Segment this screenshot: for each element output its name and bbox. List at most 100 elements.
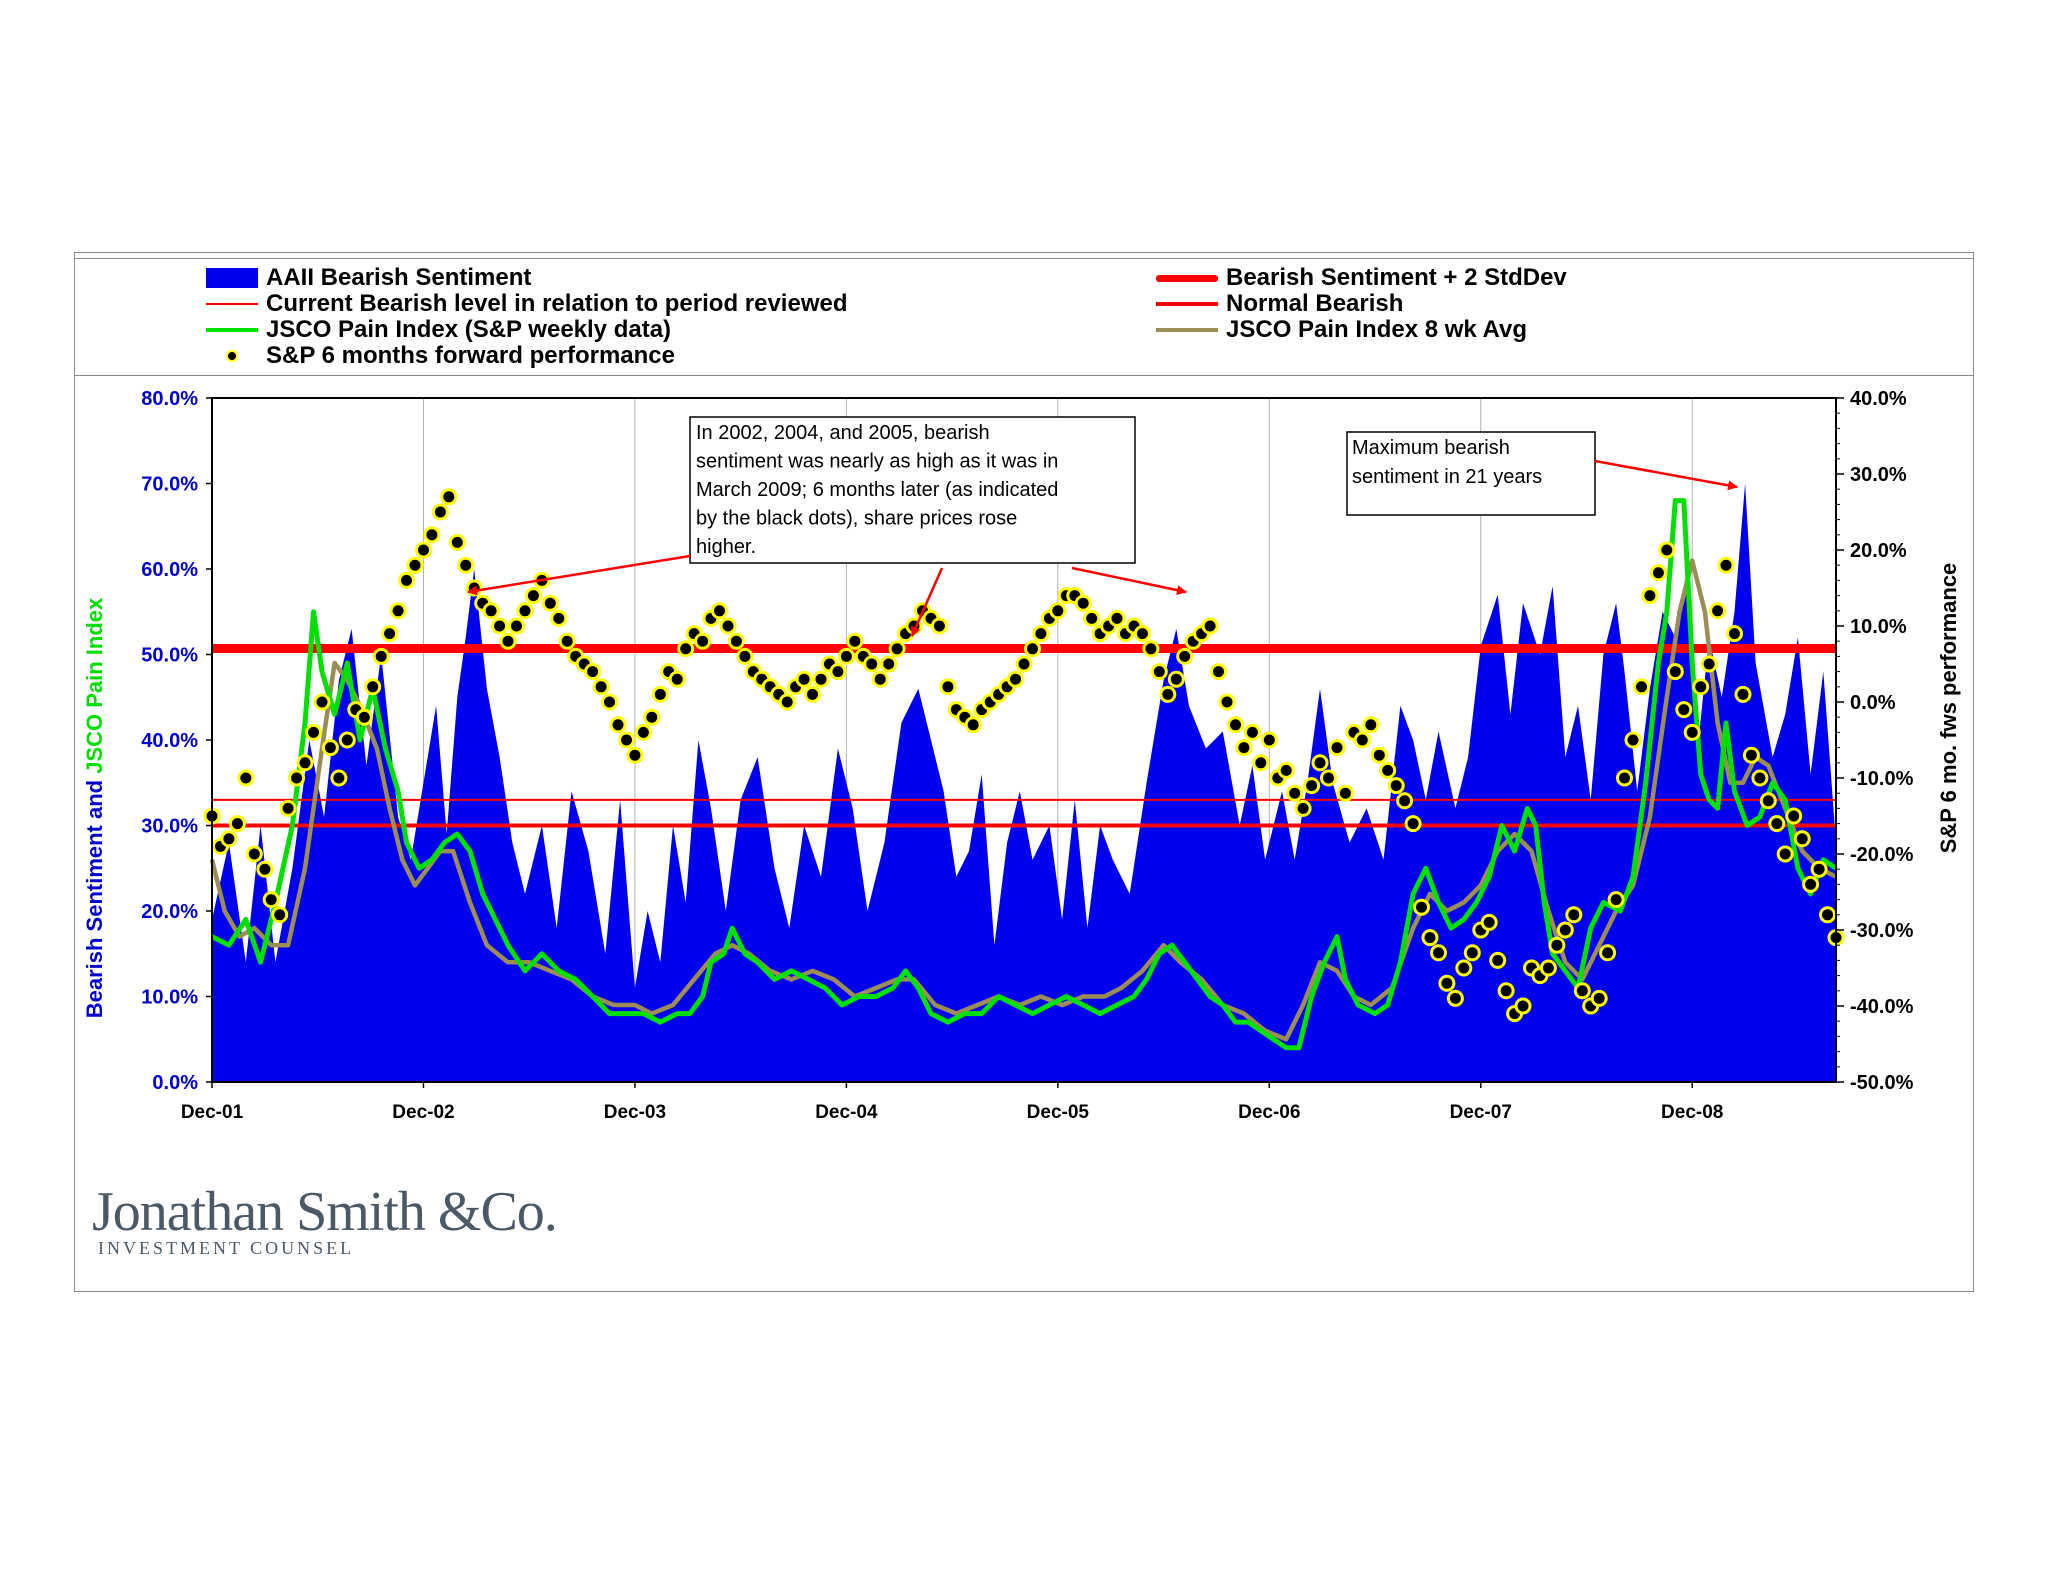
legend-item-pain: JSCO Pain Index (S&P weekly data) bbox=[206, 316, 671, 344]
sp-forward-dot bbox=[677, 640, 695, 658]
sp-forward-dot bbox=[1413, 898, 1430, 916]
sp-forward-dot bbox=[398, 571, 415, 589]
legend: AAII Bearish Sentiment Current Bearish l… bbox=[74, 258, 1974, 376]
sp-forward-dot bbox=[1548, 936, 1566, 954]
x-tick-label: Dec-08 bbox=[1661, 1102, 1723, 1123]
legend-label-current: Current Bearish level in relation to per… bbox=[266, 290, 848, 317]
annotation-2-line: sentiment in 21 years bbox=[1352, 466, 1542, 488]
x-tick-label: Dec-05 bbox=[1027, 1102, 1090, 1123]
sp-forward-dot bbox=[1802, 875, 1820, 893]
y-left-tick-label: 0.0% bbox=[152, 1072, 198, 1094]
sp-forward-dot bbox=[1235, 739, 1253, 757]
sp-forward-dot bbox=[271, 906, 289, 924]
sp-forward-dot bbox=[524, 587, 542, 605]
legend-swatch-thin-red bbox=[206, 303, 258, 305]
legend-swatch-area bbox=[206, 268, 258, 288]
annotation-1-line: March 2009; 6 months later (as indicated bbox=[696, 479, 1058, 501]
y-right-tick-label: 0.0% bbox=[1850, 692, 1896, 714]
sp-forward-dot bbox=[1633, 678, 1650, 696]
sp-forward-dot bbox=[1624, 731, 1642, 749]
annotation-1-line: In 2002, 2004, and 2005, bearish bbox=[696, 422, 990, 444]
legend-label-aaii: AAII Bearish Sentiment bbox=[266, 264, 532, 291]
y-right-tick-label: -20.0% bbox=[1850, 844, 1914, 866]
sp-forward-dot bbox=[1793, 830, 1811, 848]
sp-forward-dot bbox=[1539, 959, 1557, 977]
sp-forward-dot bbox=[1480, 913, 1498, 931]
x-tick-label: Dec-06 bbox=[1238, 1102, 1300, 1123]
sp-forward-dot bbox=[389, 602, 407, 620]
sp-forward-dot bbox=[431, 503, 449, 521]
annotation-arrow bbox=[910, 567, 944, 637]
y-right-tick-label: 40.0% bbox=[1850, 388, 1907, 410]
sp-forward-dot bbox=[1252, 754, 1270, 772]
sp-forward-dot bbox=[499, 632, 517, 650]
sp-forward-dot bbox=[626, 746, 644, 764]
y-left-tick-label: 20.0% bbox=[141, 901, 198, 923]
sp-forward-dot bbox=[1159, 685, 1177, 703]
sp-forward-dot bbox=[228, 815, 246, 833]
annotation-1-line: sentiment was nearly as high as it was i… bbox=[696, 451, 1058, 473]
sp-forward-dot bbox=[1489, 951, 1507, 969]
x-tick-label: Dec-02 bbox=[392, 1102, 454, 1123]
sp-forward-dot bbox=[1243, 723, 1261, 741]
sp-forward-dot bbox=[1108, 609, 1126, 627]
sp-forward-dot bbox=[1049, 602, 1067, 620]
sp-forward-dot bbox=[372, 647, 390, 665]
sp-forward-dot bbox=[930, 617, 948, 635]
annotation-2-line: Maximum bearish bbox=[1352, 437, 1510, 459]
sp-forward-dot bbox=[1303, 777, 1321, 795]
sp-forward-dot bbox=[643, 708, 661, 726]
sp-forward-dot bbox=[296, 754, 314, 772]
sp-forward-dot bbox=[1396, 792, 1414, 810]
sp-forward-dot bbox=[1675, 701, 1693, 719]
legend-swatch-dot bbox=[206, 346, 258, 366]
sp-forward-dot bbox=[220, 830, 238, 848]
y-right-tick-label: 20.0% bbox=[1850, 540, 1907, 562]
sp-forward-dot bbox=[1336, 784, 1354, 802]
x-tick-label: Dec-07 bbox=[1450, 1102, 1512, 1123]
sp-forward-dot bbox=[256, 860, 274, 878]
sp-forward-dot bbox=[1007, 670, 1024, 688]
annotation-1-line: higher. bbox=[696, 536, 756, 558]
sp-forward-dot bbox=[1227, 716, 1244, 734]
y-right-tick-label: -40.0% bbox=[1850, 996, 1914, 1018]
y-right-tick-label: 30.0% bbox=[1850, 464, 1907, 486]
annotation-arrow bbox=[1594, 459, 1738, 491]
sp-forward-dot bbox=[837, 647, 855, 665]
sp-forward-dot bbox=[651, 685, 669, 703]
sp-forward-dot bbox=[1404, 815, 1422, 833]
sp-forward-dot bbox=[550, 609, 568, 627]
sp-forward-dot bbox=[1320, 769, 1337, 787]
pain-lines bbox=[209, 498, 1838, 1051]
sp-forward-dot bbox=[1024, 640, 1041, 658]
sp-forward-dot bbox=[812, 670, 830, 688]
sp-forward-dot bbox=[964, 716, 982, 734]
legend-item-pain8: JSCO Pain Index 8 wk Avg bbox=[1156, 316, 1527, 344]
sp-forward-dot bbox=[305, 723, 322, 741]
sp-forward-dot bbox=[338, 731, 356, 749]
sp-forward-dot bbox=[1167, 670, 1185, 688]
legend-swatch-olive-line bbox=[1156, 328, 1218, 332]
legend-item-aaii: AAII Bearish Sentiment bbox=[206, 264, 531, 292]
sp-forward-dot bbox=[1649, 564, 1667, 582]
sp-forward-dot bbox=[711, 602, 728, 620]
series-aaii-bearish-area bbox=[212, 483, 1836, 1082]
sp-forward-dot bbox=[618, 731, 635, 749]
x-tick-label: Dec-04 bbox=[815, 1102, 878, 1123]
y-left-label-part2: JSCO Pain Index bbox=[82, 597, 107, 774]
sp-forward-dot bbox=[736, 647, 754, 665]
sp-forward-dot bbox=[516, 602, 534, 620]
sp-forward-dot bbox=[601, 693, 618, 711]
sp-forward-dot bbox=[1210, 663, 1227, 681]
legend-item-normal: Normal Bearish bbox=[1156, 290, 1403, 318]
sp-forward-dot bbox=[1666, 663, 1684, 681]
y-left-tick-label: 30.0% bbox=[141, 816, 198, 838]
sp-forward-dot bbox=[508, 617, 525, 635]
sp-forward-dot bbox=[1607, 891, 1625, 909]
sp-forward-dot bbox=[1379, 761, 1397, 779]
legend-swatch-thick-red bbox=[1156, 274, 1218, 282]
sp-forward-dot bbox=[1032, 625, 1050, 643]
sp-forward-dot bbox=[1015, 655, 1033, 673]
sp-forward-dot bbox=[592, 678, 610, 696]
sp-forward-dot bbox=[1074, 594, 1092, 612]
